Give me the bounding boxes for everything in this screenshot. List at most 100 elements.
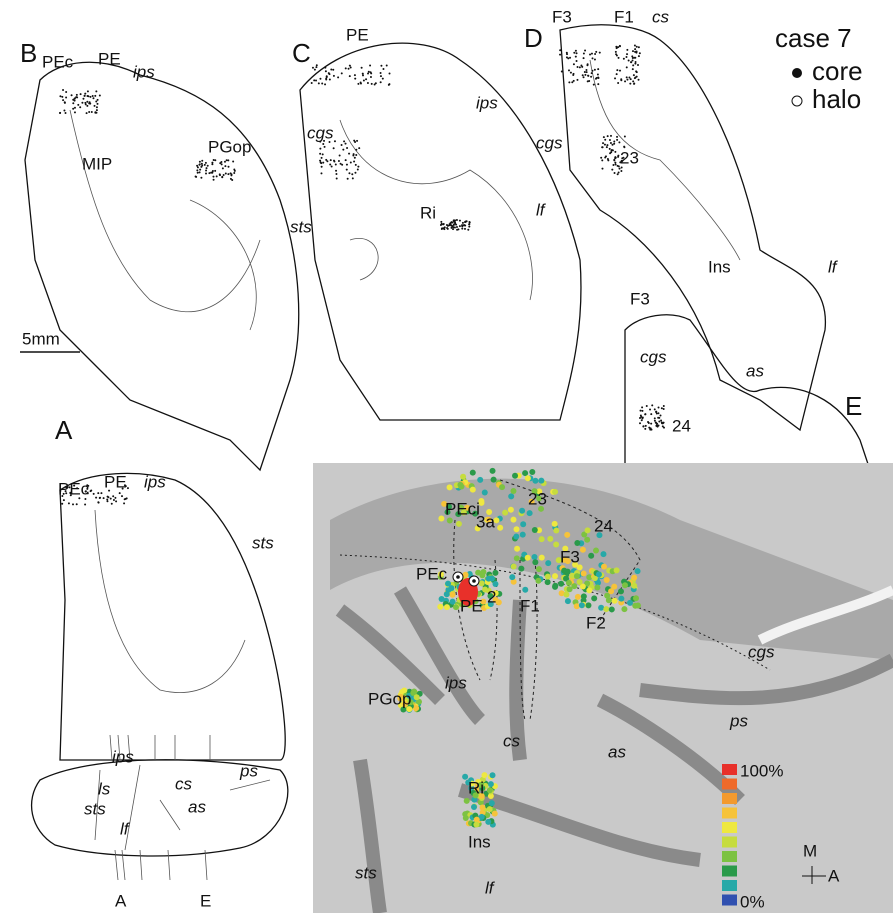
label-dot	[602, 142, 604, 144]
area-label: lf	[828, 257, 839, 276]
label-dot	[365, 78, 367, 80]
area-label: sts	[290, 217, 312, 236]
label-dot	[577, 66, 579, 68]
label-dot	[360, 81, 362, 83]
label-dot	[223, 174, 225, 176]
activity-blob	[585, 602, 591, 608]
label-dot	[212, 176, 214, 178]
activity-blob	[601, 564, 607, 570]
label-dot	[82, 98, 84, 100]
label-dot	[650, 413, 652, 415]
activity-blob	[489, 800, 495, 806]
label-dot	[321, 157, 323, 159]
label-dot	[95, 497, 97, 499]
label-dot	[582, 74, 584, 76]
activity-blob	[509, 574, 515, 580]
label-dot	[355, 154, 357, 156]
label-dot	[322, 143, 324, 145]
label-dot	[663, 408, 665, 410]
label-dot	[65, 112, 67, 114]
label-dot	[368, 71, 370, 73]
label-dot	[214, 170, 216, 172]
label-dot	[632, 60, 634, 62]
label-dot	[201, 163, 203, 165]
activity-blob	[604, 577, 610, 583]
panel-label: A	[55, 415, 73, 445]
label-dot	[636, 51, 638, 53]
label-dot	[452, 222, 454, 224]
label-dot	[658, 421, 660, 423]
label-dot	[99, 497, 101, 499]
label-dot	[638, 46, 640, 48]
label-dot	[636, 46, 638, 48]
label-dot	[106, 498, 108, 500]
label-dot	[656, 412, 658, 414]
label-dot	[81, 102, 83, 104]
label-dot	[614, 162, 616, 164]
label-dot	[329, 79, 331, 81]
label-dot	[663, 427, 665, 429]
label-dot	[214, 159, 216, 161]
activity-blob	[479, 805, 485, 811]
activity-blob	[453, 604, 459, 610]
activity-blob	[598, 605, 604, 611]
activity-blob	[547, 536, 553, 542]
label-dot	[641, 410, 643, 412]
activity-blob	[490, 772, 496, 778]
label-dot	[76, 94, 78, 96]
label-dot	[356, 140, 358, 142]
label-dot	[99, 95, 101, 97]
colorbar-label: 100%	[740, 761, 783, 780]
flatmap-label: sts	[355, 863, 377, 882]
activity-blob	[632, 603, 638, 609]
activity-blob	[520, 521, 526, 527]
label-dot	[353, 161, 355, 163]
flatmap-label: 24	[594, 516, 613, 535]
label-dot	[354, 74, 356, 76]
label-dot	[468, 226, 470, 228]
label-dot	[221, 176, 223, 178]
label-dot	[347, 178, 349, 180]
label-dot	[634, 57, 636, 59]
label-dot	[96, 109, 98, 111]
label-dot	[371, 83, 373, 85]
label-dot	[663, 405, 665, 407]
activity-blob	[527, 510, 533, 516]
label-dot	[114, 497, 116, 499]
label-dot	[321, 166, 323, 168]
label-dot	[619, 70, 621, 72]
label-dot	[607, 135, 609, 137]
sulcus-label: cs	[175, 774, 193, 793]
label-dot	[611, 169, 613, 171]
flatmap-label: PEc	[416, 564, 448, 583]
activity-blob	[565, 598, 571, 604]
label-dot	[617, 46, 619, 48]
label-dot	[597, 73, 599, 75]
activity-blob	[606, 597, 612, 603]
activity-blob	[538, 478, 544, 484]
label-dot	[367, 82, 369, 84]
label-dot	[228, 166, 230, 168]
activity-blob	[577, 579, 583, 585]
activity-blob	[591, 595, 597, 601]
label-dot	[227, 159, 229, 161]
label-dot	[353, 153, 355, 155]
label-dot	[94, 105, 96, 107]
label-dot	[319, 78, 321, 80]
label-dot	[604, 139, 606, 141]
label-dot	[355, 149, 357, 151]
label-dot	[440, 224, 442, 226]
flatmap-label: F3	[560, 547, 580, 566]
label-dot	[352, 177, 354, 179]
label-dot	[59, 112, 61, 114]
area-label: PGop	[208, 137, 251, 156]
activity-blob	[522, 587, 528, 593]
label-dot	[633, 83, 635, 85]
label-dot	[357, 83, 359, 85]
label-dot	[348, 68, 350, 70]
label-dot	[84, 503, 86, 505]
activity-blob	[525, 475, 531, 481]
label-dot	[201, 160, 203, 162]
label-dot	[453, 223, 455, 225]
activity-blob	[552, 573, 558, 579]
